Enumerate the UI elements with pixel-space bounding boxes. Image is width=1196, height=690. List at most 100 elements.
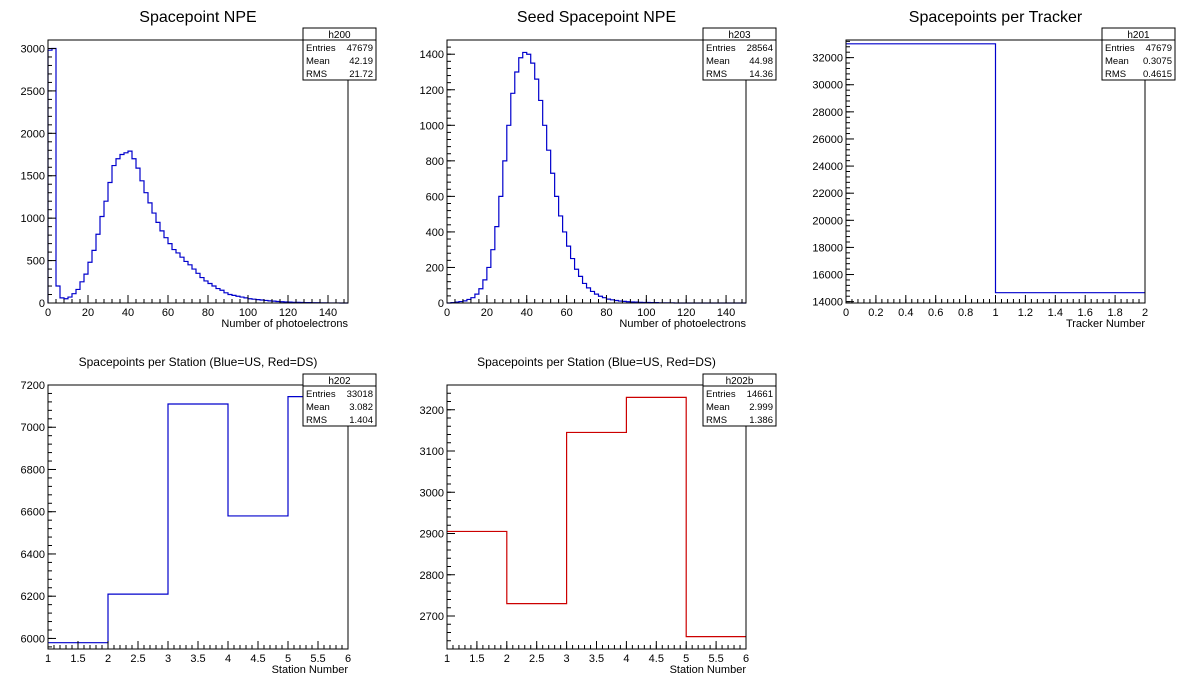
x-tick-label: 4.5 xyxy=(649,653,664,665)
stats-value: 42.19 xyxy=(349,56,373,67)
stats-box-frame xyxy=(302,373,377,427)
plot-frame xyxy=(446,39,747,304)
chart-title: Spacepoints per Station (Blue=US, Red=DS… xyxy=(477,355,716,369)
stats-label: RMS xyxy=(306,69,327,80)
stats-value: 2.999 xyxy=(749,402,773,413)
y-tick-label: 6600 xyxy=(21,507,45,519)
y-tick-label: 22000 xyxy=(812,188,843,200)
y-tick-label: 3000 xyxy=(420,487,444,499)
y-tick-label: 1000 xyxy=(21,213,45,225)
stats-label: Mean xyxy=(306,402,330,413)
stats-label: RMS xyxy=(706,415,727,426)
x-tick-label: 80 xyxy=(600,307,612,319)
y-tick-label: 2900 xyxy=(420,529,444,541)
y-tick-label: 2700 xyxy=(420,611,444,623)
y-tick-label: 7200 xyxy=(21,380,45,392)
x-tick-label: 20 xyxy=(82,307,94,319)
x-tick-label: 20 xyxy=(481,307,493,319)
x-tick-label: 5 xyxy=(285,653,291,665)
y-tick-label: 6000 xyxy=(21,633,45,645)
stats-value: 0.3075 xyxy=(1143,56,1172,67)
chart-title: Spacepoints per Station (Blue=US, Red=DS… xyxy=(79,355,318,369)
stats-label: Mean xyxy=(706,402,730,413)
x-axis-label: Number of photoelectrons xyxy=(619,318,746,330)
x-tick-label: 1 xyxy=(444,653,450,665)
y-tick-label: 2800 xyxy=(420,570,444,582)
y-tick-label: 1000 xyxy=(420,120,444,132)
histogram-line xyxy=(447,51,746,304)
stats-label: Entries xyxy=(706,43,736,54)
y-tick-label: 3100 xyxy=(420,446,444,458)
x-tick-label: 0.4 xyxy=(898,307,913,319)
y-tick-label: 3000 xyxy=(21,43,45,55)
chart-title: Seed Spacepoint NPE xyxy=(517,9,676,26)
pad-h202b: Spacepoints per Station (Blue=US, Red=DS… xyxy=(420,355,777,676)
y-tick-label: 28000 xyxy=(812,107,843,119)
stats-name: h201 xyxy=(1127,30,1150,41)
y-tick-label: 14000 xyxy=(812,297,843,309)
stats-name: h200 xyxy=(328,30,351,41)
x-tick-label: 60 xyxy=(162,307,174,319)
x-tick-label: 1.5 xyxy=(70,653,85,665)
stats-box-frame xyxy=(702,373,777,427)
stats-value: 1.404 xyxy=(349,415,373,426)
x-tick-label: 1 xyxy=(992,307,998,319)
y-tick-label: 1500 xyxy=(21,171,45,183)
stats-label: Mean xyxy=(1105,56,1129,67)
y-tick-label: 6200 xyxy=(21,591,45,603)
y-tick-label: 0 xyxy=(39,298,45,310)
x-tick-label: 2.5 xyxy=(130,653,145,665)
histogram-line xyxy=(48,396,348,644)
stats-value: 47679 xyxy=(347,43,373,54)
y-tick-label: 2000 xyxy=(21,128,45,140)
plot-frame xyxy=(47,39,349,304)
stats-name: h202 xyxy=(328,376,351,387)
x-tick-label: 3 xyxy=(564,653,570,665)
y-tick-label: 800 xyxy=(426,156,444,168)
pad-h201: Spacepoints per Tracker 0 0.2 0.4 0.6 0.8 1 1.2… xyxy=(812,9,1176,330)
x-tick-label: 1.8 xyxy=(1107,307,1122,319)
stats-name: h202b xyxy=(726,376,754,387)
x-tick-label: 120 xyxy=(279,307,297,319)
x-tick-label: 2 xyxy=(504,653,510,665)
chart-title: Spacepoint NPE xyxy=(139,9,256,26)
stats-value: 21.72 xyxy=(349,69,373,80)
chart-title: Spacepoints per Tracker xyxy=(909,9,1083,26)
y-tick-label: 200 xyxy=(426,262,444,274)
x-tick-label: 1.6 xyxy=(1078,307,1093,319)
stats-box: h202 Entries 33018 Mean 3.082 RMS 1.404 xyxy=(302,373,377,427)
x-tick-label: 140 xyxy=(319,307,337,319)
pad-h202: Spacepoints per Station (Blue=US, Red=DS… xyxy=(21,355,377,676)
y-tick-label: 400 xyxy=(426,227,444,239)
stats-value: 14661 xyxy=(747,389,773,400)
y-tick-label: 600 xyxy=(426,191,444,203)
y-tick-label: 1400 xyxy=(420,49,444,61)
stats-label: Entries xyxy=(306,43,336,54)
stats-box-frame xyxy=(702,27,777,81)
histogram-line xyxy=(47,47,348,304)
x-tick-label: 0 xyxy=(444,307,450,319)
pad-h200: Spacepoint NPE 0 20 40 60 80 100 120 140 0 500 1000… xyxy=(21,9,377,330)
histogram-line xyxy=(447,396,746,638)
stats-label: RMS xyxy=(1105,69,1126,80)
x-tick-label: 6 xyxy=(743,653,749,665)
x-tick-label: 4 xyxy=(225,653,231,665)
stats-label: Entries xyxy=(706,389,736,400)
x-tick-label: 40 xyxy=(521,307,533,319)
x-tick-label: 100 xyxy=(239,307,257,319)
stats-value: 47679 xyxy=(1146,43,1172,54)
x-tick-label: 0 xyxy=(843,307,849,319)
x-tick-label: 120 xyxy=(677,307,695,319)
x-tick-label: 5.5 xyxy=(310,653,325,665)
y-tick-label: 24000 xyxy=(812,161,843,173)
x-tick-label: 1.2 xyxy=(1018,307,1033,319)
x-tick-label: 4 xyxy=(623,653,629,665)
y-tick-label: 18000 xyxy=(812,242,843,254)
x-tick-label: 1 xyxy=(45,653,51,665)
y-tick-label: 2500 xyxy=(21,86,45,98)
y-tick-label: 26000 xyxy=(812,134,843,146)
x-axis-label: Number of photoelectrons xyxy=(221,318,348,330)
stats-value: 0.4615 xyxy=(1143,69,1172,80)
stats-label: Entries xyxy=(306,389,336,400)
